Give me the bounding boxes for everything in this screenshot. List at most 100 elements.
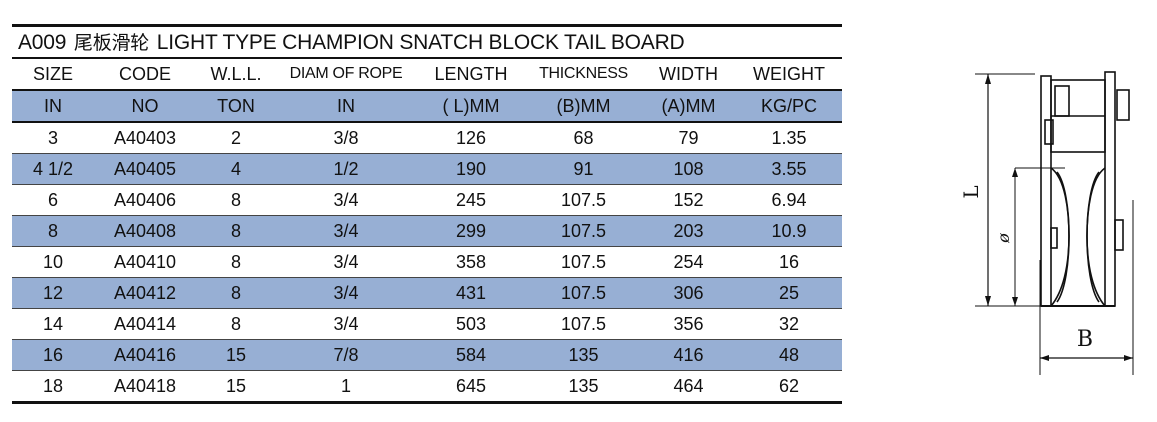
cell-wll: 15	[225, 375, 247, 396]
table-row: 3 A40403 2 3/8 126 68 79 1.35	[12, 122, 842, 154]
cell-size: 12	[12, 277, 94, 309]
header-code: CODE	[94, 57, 196, 90]
cell-size: 3	[12, 122, 94, 154]
table-row: 18 A40418 15 1 645 135 464 62	[12, 371, 842, 402]
cell-code: A40406	[94, 184, 196, 216]
cell-weight: 32	[736, 308, 842, 340]
cell-wll: 8	[196, 246, 276, 278]
header-thickness: THICKNESS	[526, 57, 641, 90]
header-row: SIZE CODE W.L.L. DIAM OF ROPE LENGTH THI…	[12, 57, 842, 90]
spec-sheet: A009 尾板滑轮 LIGHT TYPE CHAMPION SNATCH BLO…	[12, 24, 842, 404]
cell-wll: 2	[196, 122, 276, 154]
cell-code: A40418	[113, 375, 177, 396]
cell-length: 190	[416, 153, 526, 185]
table-row: 14 A40414 8 3/4 503 107.5 356 32	[12, 308, 842, 340]
cell-wll: 8	[196, 215, 276, 247]
cell-weight: 6.94	[736, 184, 842, 216]
block-body	[1040, 71, 1130, 307]
table-title: A009 尾板滑轮 LIGHT TYPE CHAMPION SNATCH BLO…	[12, 27, 842, 57]
header-weight: WEIGHT	[736, 57, 842, 90]
cell-diam-of-rope: 3/8	[276, 122, 416, 154]
cell-thickness: 107.5	[526, 246, 641, 278]
bottom-rule	[12, 401, 842, 404]
cell-width: 464	[673, 375, 704, 396]
cell-diam-of-rope: 1	[340, 375, 351, 396]
cell-code: A40403	[94, 122, 196, 154]
unit-width: (A)MM	[641, 89, 736, 123]
cell-diam-of-rope: 3/4	[276, 277, 416, 309]
cell-diam-of-rope: 1/2	[276, 153, 416, 185]
cell-size: 4 1/2	[12, 153, 94, 185]
cell-weight: 62	[778, 375, 800, 396]
header-size: SIZE	[12, 57, 94, 90]
header-wll: W.L.L.	[196, 57, 276, 90]
cell-code: A40416	[94, 339, 196, 371]
cell-diam-of-rope: 3/4	[276, 308, 416, 340]
table-row: 10 A40410 8 3/4 358 107.5 254 16	[12, 246, 842, 278]
cell-thickness: 135	[526, 339, 641, 371]
length-label: L	[959, 185, 983, 198]
cell-code: A40405	[94, 153, 196, 185]
thickness-dimension: B	[1039, 200, 1134, 375]
cell-weight: 48	[736, 339, 842, 371]
cell-wll: 8	[196, 308, 276, 340]
header-length: LENGTH	[416, 57, 526, 90]
cell-width: 254	[641, 246, 736, 278]
cell-wll: 15	[196, 339, 276, 371]
cell-thickness: 68	[526, 122, 641, 154]
cell-code: A40410	[94, 246, 196, 278]
unit-wll: TON	[196, 89, 276, 123]
cell-length: 245	[416, 184, 526, 216]
cell-diam-of-rope: 3/4	[276, 184, 416, 216]
header-diam-of-rope: DIAM OF ROPE	[276, 57, 416, 90]
table-row: 6 A40406 8 3/4 245 107.5 152 6.94	[12, 184, 842, 216]
snatch-block-diagram: L ø B	[959, 71, 1134, 375]
cell-length: 584	[416, 339, 526, 371]
cell-length: 358	[416, 246, 526, 278]
cell-length: 126	[416, 122, 526, 154]
cell-code: A40414	[94, 308, 196, 340]
cell-thickness: 107.5	[526, 308, 641, 340]
unit-weight: KG/PC	[736, 89, 842, 123]
cell-thickness: 107.5	[526, 184, 641, 216]
unit-thickness: (B)MM	[526, 89, 641, 123]
table-row: 12 A40412 8 3/4 431 107.5 306 25	[12, 277, 842, 309]
cell-width: 79	[641, 122, 736, 154]
cell-code: A40408	[94, 215, 196, 247]
thickness-label: B	[1077, 327, 1093, 352]
cell-size: 16	[12, 339, 94, 371]
cell-length: 503	[416, 308, 526, 340]
cell-wll: 8	[196, 277, 276, 309]
cell-diam-of-rope: 3/4	[276, 215, 416, 247]
cell-width: 356	[641, 308, 736, 340]
diameter-dimension: ø	[994, 167, 1065, 306]
cell-weight: 16	[736, 246, 842, 278]
top-rule	[12, 24, 842, 27]
cell-weight: 25	[736, 277, 842, 309]
spec-table: SIZE CODE W.L.L. DIAM OF ROPE LENGTH THI…	[12, 57, 842, 401]
title-english: LIGHT TYPE CHAMPION SNATCH BLOCK TAIL BO…	[156, 31, 685, 54]
cell-size: 8	[12, 215, 94, 247]
cell-size: 14	[12, 308, 94, 340]
cell-thickness: 91	[526, 153, 641, 185]
cell-thickness: 107.5	[526, 277, 641, 309]
length-dimension: L	[959, 73, 1040, 307]
header-width: WIDTH	[641, 57, 736, 90]
cell-width: 152	[641, 184, 736, 216]
unit-diam-of-rope: IN	[276, 89, 416, 123]
cell-weight: 10.9	[736, 215, 842, 247]
cell-size: 10	[12, 246, 94, 278]
cell-width: 108	[641, 153, 736, 185]
cell-thickness: 107.5	[526, 215, 641, 247]
cell-length: 299	[416, 215, 526, 247]
unit-code: NO	[94, 89, 196, 123]
cell-weight: 3.55	[736, 153, 842, 185]
title-chinese: 尾板滑轮	[73, 32, 150, 54]
cell-code: A40412	[94, 277, 196, 309]
cell-wll: 4	[196, 153, 276, 185]
diameter-label: ø	[994, 233, 1013, 244]
cell-size: 6	[12, 184, 94, 216]
unit-length: ( L)MM	[416, 89, 526, 123]
cell-diam-of-rope: 7/8	[276, 339, 416, 371]
cell-weight: 1.35	[736, 122, 842, 154]
